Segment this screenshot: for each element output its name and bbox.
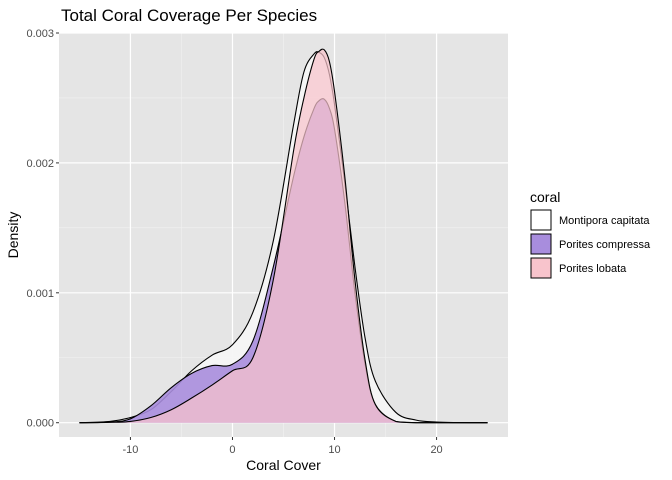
legend: coral Montipora capitata Porites compress…: [530, 189, 651, 279]
legend-label: Montipora capitata: [559, 215, 650, 227]
y-axis: 0.000 0.001 0.002 0.003: [26, 28, 59, 430]
chart-title: Total Coral Coverage Per Species: [61, 6, 317, 25]
x-axis: -10 0 10 20: [122, 437, 443, 456]
y-tick-label: 0.001: [26, 288, 54, 300]
x-tick-label: 10: [328, 444, 340, 456]
density-area-porites-lobata: [79, 49, 488, 423]
legend-label: Porites lobata: [559, 263, 627, 275]
y-tick-label: 0.003: [26, 28, 54, 40]
x-axis-title: Coral Cover: [246, 457, 321, 473]
y-tick-label: 0.002: [26, 158, 54, 170]
density-line-porites-lobata: [79, 48, 488, 424]
y-tick-label: 0.000: [26, 418, 54, 430]
x-tick-label: 0: [229, 444, 235, 456]
legend-title: coral: [530, 189, 560, 205]
legend-key: [530, 257, 552, 279]
legend-label: Porites compressa: [559, 239, 651, 251]
y-axis-title: Density: [5, 212, 21, 259]
density-areas: [79, 48, 488, 424]
legend-key: [530, 209, 552, 231]
x-tick-label: 20: [430, 444, 442, 456]
x-tick-label: -10: [122, 444, 138, 456]
legend-key: [530, 233, 552, 255]
